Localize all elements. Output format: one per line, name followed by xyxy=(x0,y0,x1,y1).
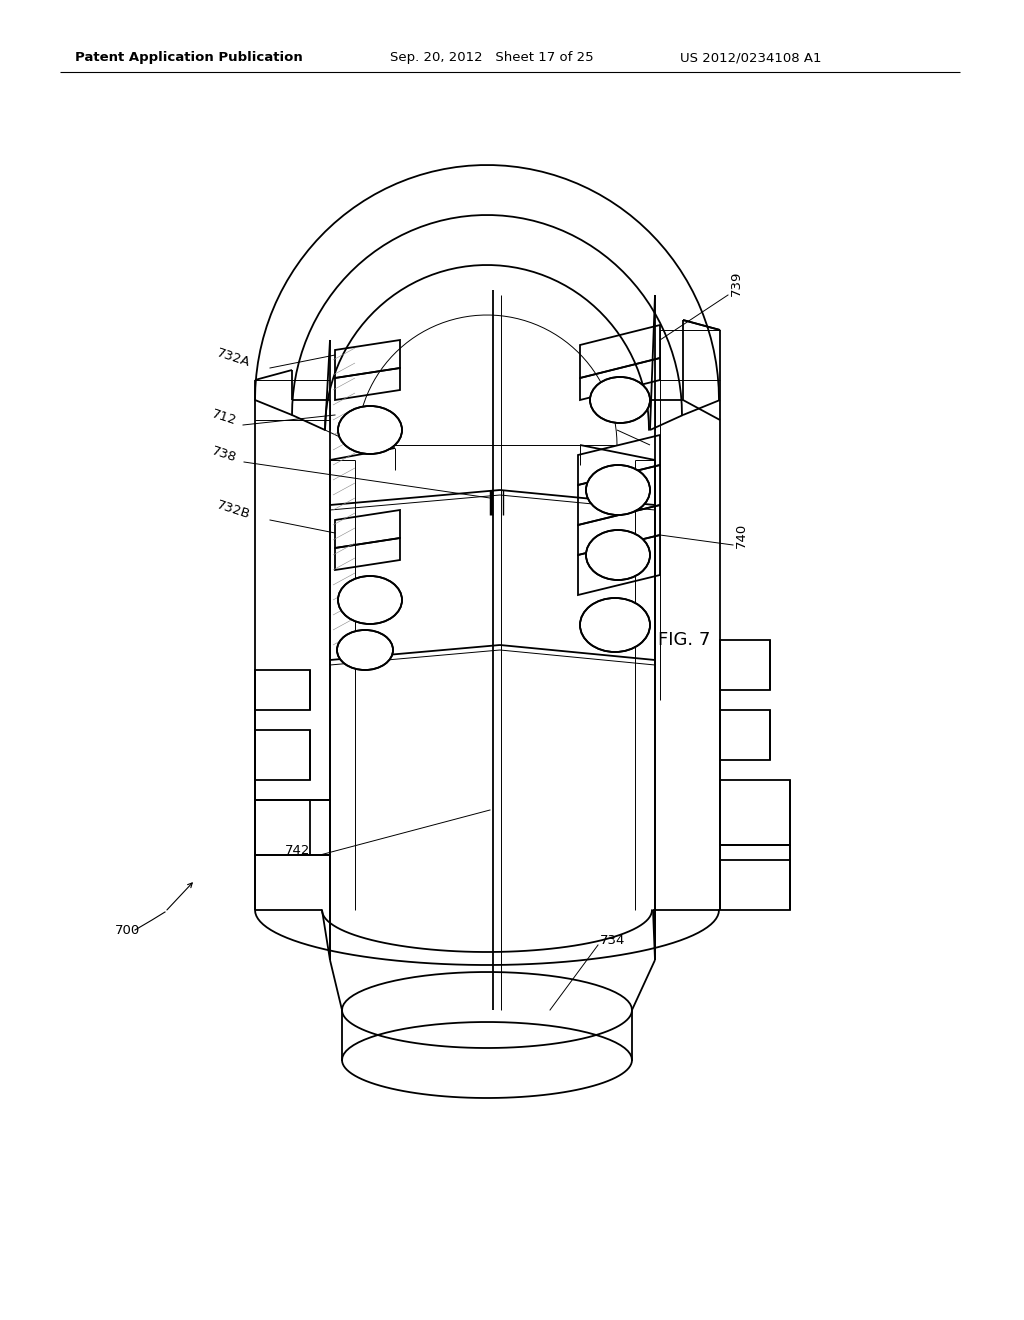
Ellipse shape xyxy=(580,598,650,652)
Text: 740: 740 xyxy=(735,523,748,548)
Text: 742: 742 xyxy=(285,843,310,857)
Text: Sep. 20, 2012   Sheet 17 of 25: Sep. 20, 2012 Sheet 17 of 25 xyxy=(390,51,594,65)
Text: FIG. 7: FIG. 7 xyxy=(658,631,711,649)
Text: Patent Application Publication: Patent Application Publication xyxy=(75,51,303,65)
Text: 700: 700 xyxy=(115,924,140,936)
Ellipse shape xyxy=(586,465,650,515)
Ellipse shape xyxy=(586,531,650,579)
Ellipse shape xyxy=(590,378,650,422)
Ellipse shape xyxy=(338,576,402,624)
Ellipse shape xyxy=(337,630,393,671)
Text: 739: 739 xyxy=(730,271,743,296)
Ellipse shape xyxy=(338,407,402,454)
Text: 738: 738 xyxy=(210,445,239,465)
Text: US 2012/0234108 A1: US 2012/0234108 A1 xyxy=(680,51,821,65)
Text: 734: 734 xyxy=(600,933,626,946)
Text: 732A: 732A xyxy=(215,346,252,370)
Text: 732B: 732B xyxy=(215,499,252,521)
Text: 712: 712 xyxy=(210,408,239,428)
